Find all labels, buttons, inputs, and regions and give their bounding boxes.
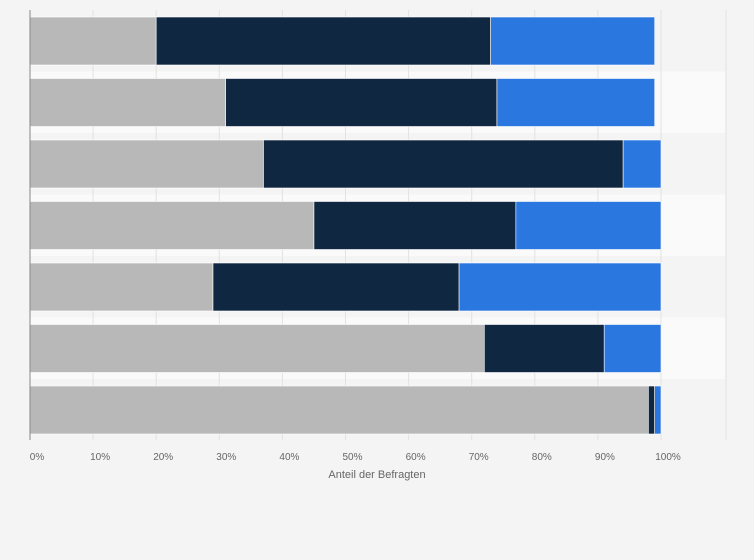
- bar-segment[interactable]: [603, 324, 662, 373]
- x-tick-labels: 0% 10% 20% 30% 40% 50% 60% 70% 80% 90% 100%: [30, 452, 681, 463]
- bar-segment[interactable]: [263, 139, 624, 189]
- x-tick-label: 70%: [469, 452, 489, 463]
- bar-segment[interactable]: [29, 78, 226, 127]
- bar-segment[interactable]: [490, 16, 655, 66]
- bar-segment[interactable]: [29, 324, 485, 373]
- bar-segment[interactable]: [313, 201, 517, 250]
- x-tick-label: 80%: [532, 452, 552, 463]
- bar-segment[interactable]: [29, 16, 157, 66]
- bar-segment[interactable]: [29, 262, 214, 312]
- bar-segment[interactable]: [155, 16, 491, 66]
- x-tick-label: 20%: [153, 452, 173, 463]
- x-tick-label: 90%: [595, 452, 615, 463]
- x-tick-label: 60%: [406, 452, 426, 463]
- bar-segment[interactable]: [212, 262, 460, 312]
- bar-segment[interactable]: [515, 201, 662, 250]
- x-tick-label: 50%: [342, 452, 362, 463]
- x-tick-label: 0%: [30, 452, 45, 463]
- bar-segment[interactable]: [654, 385, 662, 435]
- x-tick-label: 100%: [655, 452, 681, 463]
- bar-segment[interactable]: [484, 324, 605, 373]
- x-tick-label: 40%: [279, 452, 299, 463]
- bar-segment[interactable]: [225, 78, 498, 127]
- bar-segment[interactable]: [648, 385, 655, 435]
- bar-segment[interactable]: [496, 78, 655, 127]
- bar-segment[interactable]: [29, 139, 264, 189]
- x-tick-label: 30%: [216, 452, 236, 463]
- bars: [29, 16, 662, 435]
- bar-segment[interactable]: [29, 385, 649, 435]
- bar-segment[interactable]: [29, 201, 315, 250]
- bar-segment[interactable]: [622, 139, 662, 189]
- x-axis-title: Anteil der Befragten: [328, 469, 425, 481]
- x-tick-label: 10%: [90, 452, 110, 463]
- bar-segment[interactable]: [458, 262, 662, 312]
